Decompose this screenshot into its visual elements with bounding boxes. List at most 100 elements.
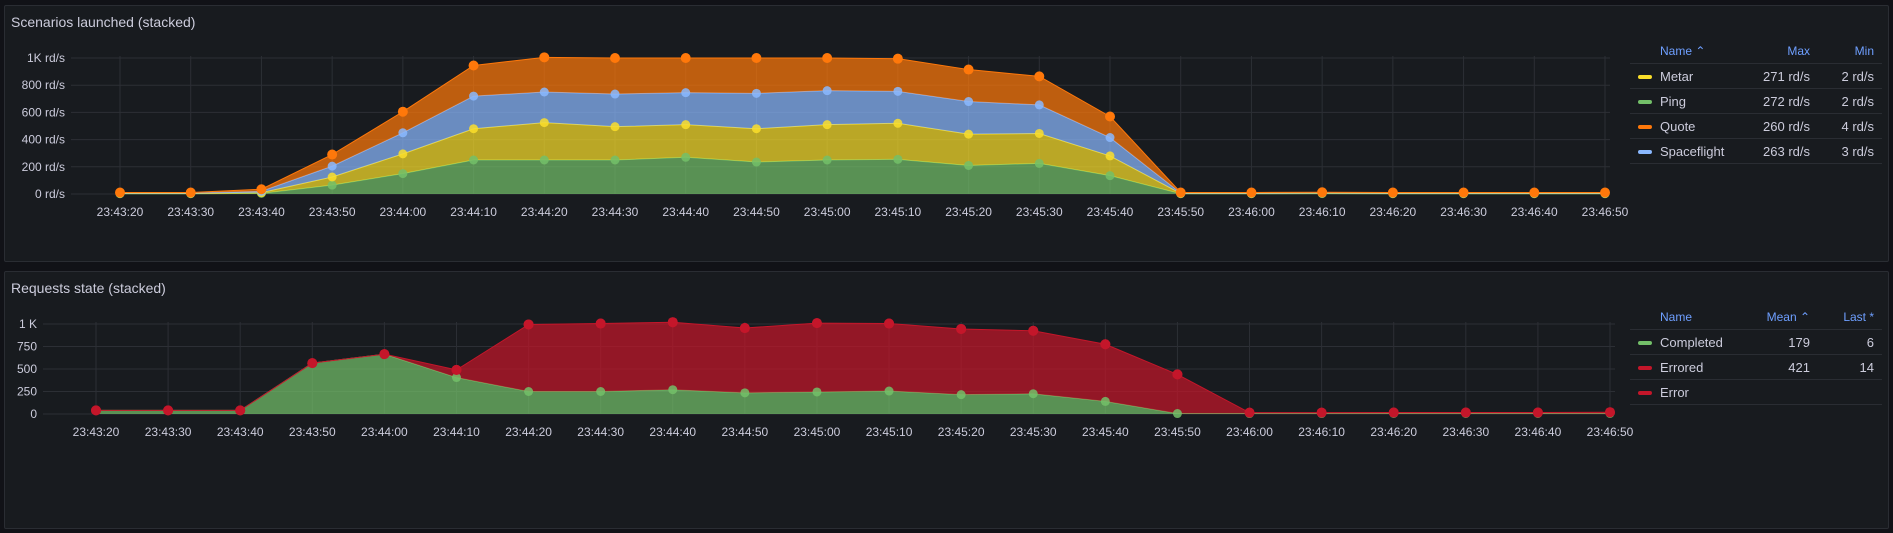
data-point-spaceflight	[1105, 133, 1115, 143]
legend-stat-value: 272 rd/s	[1763, 94, 1810, 109]
data-point-quote	[822, 53, 833, 63]
data-point-error	[1172, 369, 1183, 380]
data-point-ping	[681, 152, 691, 162]
data-point-error	[1316, 407, 1327, 418]
x-tick-label: 23:45:40	[1087, 205, 1134, 219]
data-point-quote	[468, 60, 479, 71]
x-tick-label: 23:44:20	[505, 425, 552, 439]
data-point-completed	[812, 387, 822, 397]
data-point-completed	[451, 373, 461, 383]
legend-stat-value: 271 rd/s	[1763, 69, 1810, 84]
legend-column-header[interactable]: Name	[1660, 310, 1693, 324]
data-point-ping	[893, 154, 903, 164]
legend-item[interactable]: Spaceflight 263 rd/s 3 rd/s	[1630, 139, 1882, 164]
legend-series-name: Spaceflight	[1660, 144, 1725, 159]
x-tick-label: 23:45:20	[945, 205, 992, 219]
data-point-spaceflight	[751, 88, 761, 98]
data-point-quote	[115, 187, 125, 198]
legend-header: Name ⌃ Max Min	[1630, 39, 1882, 64]
legend-column-header[interactable]: Last *	[1843, 310, 1874, 324]
data-point-ping	[964, 160, 974, 170]
legend-item[interactable]: Errored 421 14	[1630, 355, 1882, 380]
data-point-completed	[884, 386, 894, 396]
data-point-completed	[596, 387, 606, 396]
series-area-errored	[96, 322, 1610, 414]
data-point-quote	[1317, 187, 1328, 198]
data-point-spaceflight	[681, 88, 691, 98]
panel-title[interactable]: Requests state (stacked)	[11, 280, 166, 296]
data-point-spaceflight	[610, 89, 620, 99]
data-point-error	[1532, 407, 1543, 418]
x-tick-label: 23:44:10	[450, 205, 497, 219]
y-tick-label: 400 rd/s	[22, 133, 65, 147]
x-tick-label: 23:44:10	[433, 425, 480, 439]
y-tick-label: 0	[30, 407, 37, 421]
x-tick-label: 23:45:40	[1082, 425, 1129, 439]
x-tick-label: 23:43:40	[238, 205, 285, 219]
data-point-ping	[539, 155, 549, 165]
data-point-error	[451, 364, 462, 375]
x-tick-label: 23:43:20	[73, 425, 120, 439]
data-point-ping	[822, 155, 832, 165]
data-point-error	[1388, 407, 1399, 418]
data-point-error	[811, 318, 822, 329]
y-tick-label: 800 rd/s	[22, 78, 65, 92]
data-point-quote	[539, 52, 550, 63]
x-tick-label: 23:46:50	[1587, 425, 1634, 439]
legend-series-name: Error	[1660, 385, 1689, 400]
data-point-error	[595, 318, 606, 329]
data-point-ping	[327, 180, 337, 190]
data-point-quote	[327, 149, 338, 160]
y-tick-label: 1K rd/s	[27, 51, 65, 65]
x-tick-label: 23:44:30	[577, 425, 624, 439]
series-area-metar	[120, 122, 1605, 194]
legend-color-swatch	[1638, 391, 1652, 395]
legend-column-header[interactable]: Max	[1787, 44, 1810, 58]
x-tick-label: 23:45:10	[866, 425, 913, 439]
data-point-completed	[1100, 396, 1110, 406]
data-point-error	[307, 358, 318, 369]
requests-legend: Name Mean ⌃ Last * Completed 179 6 Errored 421 1…	[1630, 305, 1882, 405]
x-tick-label: 23:44:00	[379, 205, 426, 219]
legend-stat-value: 14	[1859, 360, 1874, 375]
data-point-metar	[681, 120, 691, 130]
data-point-quote	[1529, 187, 1540, 198]
legend-item[interactable]: Error	[1630, 380, 1882, 405]
x-tick-label: 23:45:10	[874, 205, 921, 219]
legend-column-header[interactable]: Min	[1854, 44, 1874, 58]
series-line-quote	[120, 56, 1605, 194]
legend-stat-value: 179	[1788, 335, 1810, 350]
x-tick-label: 23:44:50	[721, 425, 768, 439]
data-point-metar	[398, 149, 408, 159]
legend-series-name: Completed	[1660, 335, 1723, 350]
y-tick-label: 600 rd/s	[22, 105, 65, 119]
legend-item[interactable]: Metar 271 rd/s 2 rd/s	[1630, 64, 1882, 89]
legend-column-header[interactable]: Mean ⌃	[1766, 310, 1810, 324]
legend-item[interactable]: Quote 260 rd/s 4 rd/s	[1630, 114, 1882, 139]
legend-stat-value: 263 rd/s	[1763, 144, 1810, 159]
legend-color-swatch	[1638, 366, 1652, 370]
legend-column-header[interactable]: Name ⌃	[1660, 44, 1706, 58]
series-area-ping	[120, 157, 1605, 194]
legend-item[interactable]: Ping 272 rd/s 2 rd/s	[1630, 89, 1882, 114]
data-point-ping	[1105, 171, 1115, 181]
data-point-metar	[610, 122, 620, 132]
y-tick-label: 250	[17, 385, 37, 399]
legend-color-swatch	[1638, 100, 1652, 104]
panel-title[interactable]: Scenarios launched (stacked)	[11, 14, 196, 30]
data-point-ping	[610, 155, 620, 165]
legend-header: Name Mean ⌃ Last *	[1630, 305, 1882, 330]
data-point-ping	[469, 155, 479, 165]
legend-stat-value: 3 rd/s	[1841, 144, 1874, 159]
scenarios-panel: Scenarios launched (stacked) 0 rd/s 200 r…	[4, 5, 1889, 262]
x-tick-label: 23:46:20	[1370, 425, 1417, 439]
x-tick-label: 23:43:50	[309, 205, 356, 219]
data-point-spaceflight	[893, 86, 903, 96]
x-tick-label: 23:46:30	[1442, 425, 1489, 439]
legend-stat-value: 260 rd/s	[1763, 119, 1810, 134]
legend-item[interactable]: Completed 179 6	[1630, 330, 1882, 355]
legend-color-swatch	[1638, 150, 1652, 154]
x-tick-label: 23:44:30	[592, 205, 639, 219]
x-tick-label: 23:45:30	[1016, 205, 1063, 219]
x-tick-label: 23:45:50	[1157, 205, 1204, 219]
